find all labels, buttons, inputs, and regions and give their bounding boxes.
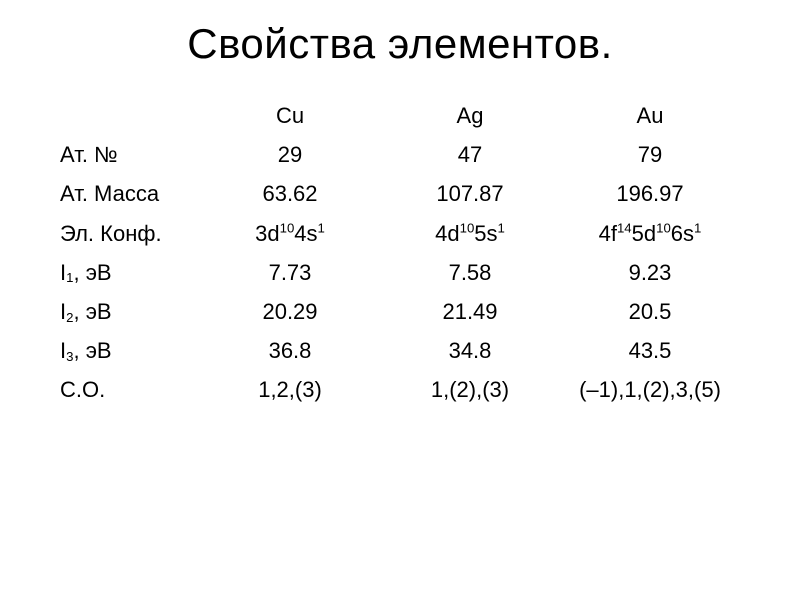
table-cell: 3d104s1: [200, 216, 380, 251]
table-row: Ат. № 29 47 79: [60, 137, 740, 172]
column-header: Cu: [200, 98, 380, 133]
row-label: I1, эВ: [60, 255, 200, 290]
table-header-row: Cu Ag Au: [60, 98, 740, 133]
table-cell: (–1),1,(2),3,(5): [560, 372, 740, 407]
row-label: Ат. №: [60, 137, 200, 172]
table-cell: 20.29: [200, 294, 380, 329]
table-cell: 1,(2),(3): [380, 372, 560, 407]
table-cell: 47: [380, 137, 560, 172]
table-row: I2, эВ 20.29 21.49 20.5: [60, 294, 740, 329]
table-cell: 34.8: [380, 333, 560, 368]
table-row: I1, эВ 7.73 7.58 9.23: [60, 255, 740, 290]
table-row: Эл. Конф. 3d104s1 4d105s1 4f145d106s1: [60, 216, 740, 251]
column-header: Ag: [380, 98, 560, 133]
table-row: С.О. 1,2,(3) 1,(2),(3) (–1),1,(2),3,(5): [60, 372, 740, 407]
table-cell: 107.87: [380, 176, 560, 211]
table-cell: 63.62: [200, 176, 380, 211]
table-cell: 36.8: [200, 333, 380, 368]
table-cell: 20.5: [560, 294, 740, 329]
table-cell: 43.5: [560, 333, 740, 368]
column-header: Au: [560, 98, 740, 133]
table-cell: 7.73: [200, 255, 380, 290]
table-cell: 9.23: [560, 255, 740, 290]
table-row: Ат. Масса 63.62 107.87 196.97: [60, 176, 740, 211]
row-label: I3, эВ: [60, 333, 200, 368]
row-label: С.О.: [60, 372, 200, 407]
table-cell: 4f145d106s1: [560, 216, 740, 251]
table-cell: 7.58: [380, 255, 560, 290]
table-cell: 196.97: [560, 176, 740, 211]
properties-table: Cu Ag Au Ат. № 29 47 79 Ат. Масса 63.62 …: [60, 98, 740, 408]
row-label: Ат. Масса: [60, 176, 200, 211]
table-cell: 29: [200, 137, 380, 172]
row-label: Эл. Конф.: [60, 216, 200, 251]
table-cell: 79: [560, 137, 740, 172]
table-cell: 21.49: [380, 294, 560, 329]
row-label: I2, эВ: [60, 294, 200, 329]
page-title: Свойства элементов.: [60, 20, 740, 68]
table-cell: 4d105s1: [380, 216, 560, 251]
table-row: I3, эВ 36.8 34.8 43.5: [60, 333, 740, 368]
table-cell: 1,2,(3): [200, 372, 380, 407]
